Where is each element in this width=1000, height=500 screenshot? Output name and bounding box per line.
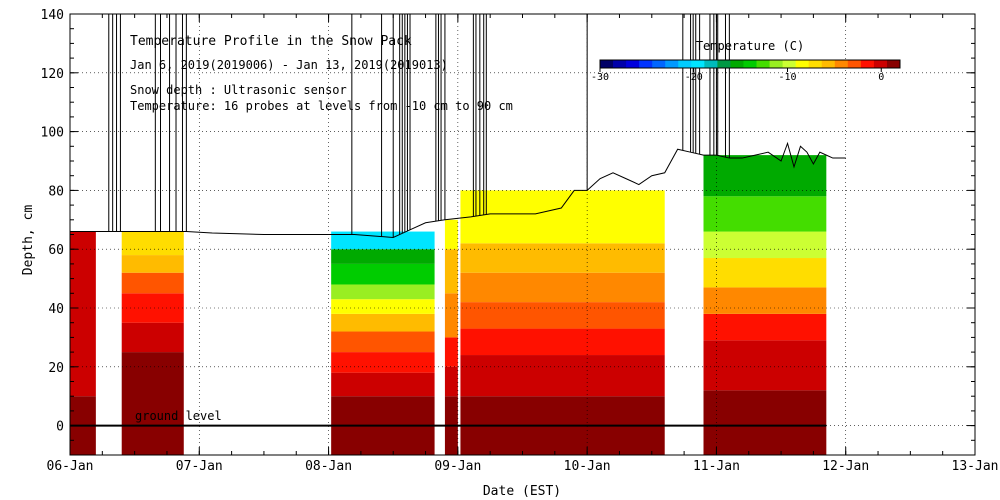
heatmap-band <box>444 219 458 250</box>
heatmap-band <box>121 322 184 353</box>
colorbar-cell <box>717 60 731 68</box>
colorbar-cell <box>691 60 705 68</box>
heatmap-band <box>460 190 665 244</box>
colorbar-cell <box>821 60 836 68</box>
y-tick-label: 100 <box>41 126 64 141</box>
x-tick-label: 11-Jan <box>693 459 740 474</box>
heatmap-band <box>460 328 665 356</box>
x-tick-label: 07-Jan <box>176 459 223 474</box>
heatmap-band <box>121 231 184 256</box>
heatmap-band <box>331 352 435 373</box>
heatmap-band <box>331 299 435 314</box>
x-tick-label: 09-Jan <box>434 459 481 474</box>
heatmap-band <box>444 366 458 397</box>
heatmap-band <box>121 272 184 294</box>
heatmap-band <box>331 331 435 353</box>
colorbar-cell <box>795 60 810 68</box>
colorbar-cell <box>665 60 679 68</box>
colorbar-tick-label: -10 <box>778 72 796 83</box>
heatmap-band <box>331 231 435 250</box>
note-temperature: Temperature: 16 probes at levels from -1… <box>130 99 513 113</box>
heatmap-band <box>121 255 184 273</box>
heatmap-band <box>444 249 458 294</box>
y-axis-label: Depth, cm <box>21 205 36 276</box>
heatmap-band <box>703 231 827 259</box>
chart-subtitle: Jan 6, 2019(2019006) - Jan 13, 2019(2019… <box>130 58 448 72</box>
colorbar-title: Temperature (C) <box>696 39 804 53</box>
colorbar-cell <box>730 60 744 68</box>
heatmap-band <box>121 293 184 323</box>
snow-depth-series <box>70 14 846 238</box>
heatmap-band <box>460 243 665 273</box>
y-tick-label: 20 <box>48 361 64 376</box>
axes: 0 20 40 60 80 100 120 140 06-Jan 07-Jan 08-Jan 09-J… <box>41 8 999 474</box>
x-axis-label: Date (EST) <box>483 484 561 499</box>
colorbar-cell <box>743 60 758 68</box>
x-tick-label: 06-Jan <box>47 459 94 474</box>
heatmap-band <box>70 231 96 397</box>
y-tick-label: 40 <box>48 302 64 317</box>
x-tick-label: 12-Jan <box>822 459 869 474</box>
heatmap-band <box>121 352 184 455</box>
x-tick-label: 10-Jan <box>564 459 611 474</box>
colorbar-cell <box>613 60 627 68</box>
colorbar-cell <box>652 60 666 68</box>
heatmap-band <box>460 272 665 303</box>
colorbar-cell <box>639 60 653 68</box>
y-tick-label: 60 <box>48 243 64 258</box>
heatmap-band <box>703 340 827 391</box>
heatmap-band <box>703 313 827 341</box>
colorbar-cell <box>678 60 692 68</box>
colorbar-cell <box>860 60 875 68</box>
colorbar-cell <box>782 60 797 68</box>
y-tick-label: 0 <box>56 420 64 435</box>
heatmap-band <box>444 293 458 338</box>
x-tick-label: 08-Jan <box>305 459 352 474</box>
heatmap-band <box>444 337 458 367</box>
heatmap-band <box>331 249 435 264</box>
snow-depth-line <box>70 141 846 238</box>
colorbar-tick-label: -20 <box>685 72 703 83</box>
heatmap-band <box>331 284 435 300</box>
colorbar-cell <box>834 60 849 68</box>
colorbar-cell <box>808 60 823 68</box>
heatmap-band <box>331 313 435 332</box>
colorbar-cell <box>626 60 640 68</box>
y-tick-label: 140 <box>41 8 64 23</box>
chart-title: Temperature Profile in the Snow Pack <box>130 34 412 49</box>
x-tick-label: 13-Jan <box>952 459 999 474</box>
heatmap-band <box>703 196 827 232</box>
heatmap-band <box>460 302 665 329</box>
heatmap-band <box>703 155 827 197</box>
heatmap-band <box>331 263 435 285</box>
colorbar-cell <box>769 60 784 68</box>
colorbar-frame <box>599 59 901 69</box>
colorbar-tick-label: 0 <box>878 72 884 83</box>
y-tick-label: 80 <box>48 184 64 199</box>
colorbar-cell <box>756 60 771 68</box>
colorbar-ticks: -30 -20 -10 0 <box>591 68 884 83</box>
colorbar-cell <box>886 60 901 68</box>
colorbar-tick-label: -30 <box>591 72 609 83</box>
colorbar-cell <box>873 60 888 68</box>
heatmap-band <box>460 355 665 397</box>
note-snow-depth: Snow depth : Ultrasonic sensor <box>130 83 347 97</box>
heatmap-band <box>703 258 827 288</box>
y-tick-label: 120 <box>41 67 64 82</box>
heatmap-band <box>331 372 435 397</box>
heatmap-band <box>703 390 827 455</box>
heatmap-band <box>703 287 827 314</box>
colorbar-cells <box>599 59 901 69</box>
colorbar-cell <box>704 60 718 68</box>
temperature-colorbar: Temperature (C) -30 -20 -10 0 <box>591 39 901 83</box>
colorbar-cell <box>847 60 862 68</box>
ground-level-label: ground level <box>135 409 222 423</box>
colorbar-cell <box>600 60 614 68</box>
